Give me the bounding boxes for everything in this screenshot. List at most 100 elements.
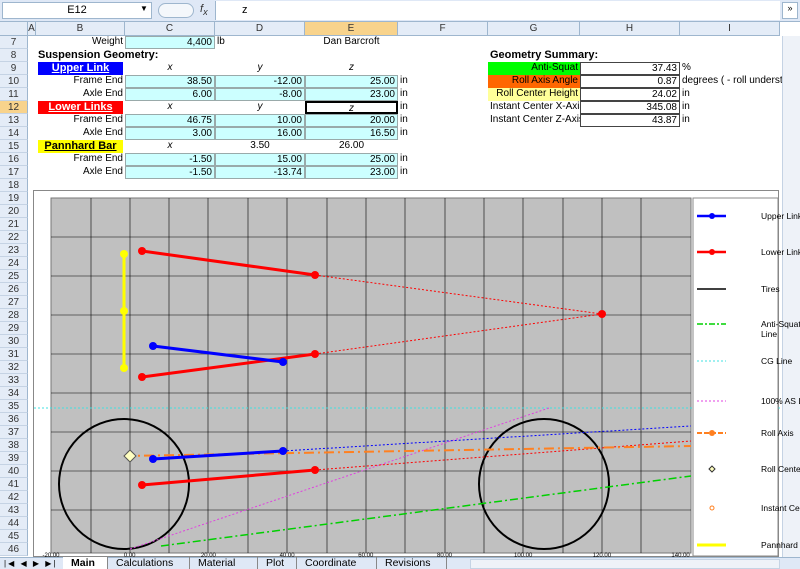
tab-nav[interactable]: |◀ ◀ ▶ ▶|: [4, 559, 58, 568]
cell[interactable]: degrees ( - roll underst: [682, 75, 783, 86]
row-header[interactable]: 21: [0, 218, 28, 231]
cell[interactable]: Frame End: [73, 75, 123, 86]
row-header[interactable]: 22: [0, 231, 28, 244]
legend-entry[interactable]: Lower Links: [761, 247, 800, 257]
cell[interactable]: lb: [217, 36, 225, 47]
cell[interactable]: 0.87: [580, 75, 680, 88]
row-header[interactable]: 42: [0, 491, 28, 504]
cell[interactable]: 38.50: [125, 75, 215, 88]
row-header[interactable]: 40: [0, 465, 28, 478]
cell[interactable]: Axle End: [82, 127, 123, 138]
dropdown-arrow[interactable]: ▼: [140, 4, 148, 13]
cell[interactable]: Frame End: [73, 153, 123, 164]
row-header[interactable]: 34: [0, 387, 28, 400]
cell[interactable]: Weight: [92, 36, 123, 47]
cell[interactable]: Axle End: [82, 166, 123, 177]
cell[interactable]: Roll Axis Angle: [488, 75, 580, 88]
formula-controls[interactable]: [158, 3, 194, 18]
cell[interactable]: %: [682, 62, 691, 73]
row-header[interactable]: 33: [0, 374, 28, 387]
column-header[interactable]: B: [36, 22, 125, 36]
sheet-tab[interactable]: Calculations: [108, 557, 190, 569]
cell[interactable]: Anti-Squat: [488, 62, 580, 75]
cell[interactable]: 24.02: [580, 88, 680, 101]
cell[interactable]: Frame End: [73, 114, 123, 125]
row-header[interactable]: 41: [0, 478, 28, 491]
column-header[interactable]: C: [125, 22, 215, 36]
cell[interactable]: in: [400, 166, 408, 177]
row-header[interactable]: 39: [0, 452, 28, 465]
row-header[interactable]: 31: [0, 348, 28, 361]
row-header[interactable]: 30: [0, 335, 28, 348]
sheet-tab[interactable]: Main: [63, 557, 108, 569]
formula-input[interactable]: z: [215, 1, 780, 20]
column-header[interactable]: A: [28, 22, 36, 36]
cell[interactable]: Geometry Summary:: [490, 49, 599, 61]
row-header[interactable]: 27: [0, 296, 28, 309]
cell[interactable]: in: [400, 101, 408, 112]
row-header[interactable]: 32: [0, 361, 28, 374]
expand-button[interactable]: »: [782, 2, 798, 19]
row-header[interactable]: 16: [0, 153, 28, 166]
row-header[interactable]: 45: [0, 530, 28, 543]
name-box[interactable]: E12: [2, 2, 152, 19]
cell[interactable]: x: [167, 101, 173, 112]
cell[interactable]: 4,400: [125, 36, 215, 49]
row-header[interactable]: 23: [0, 244, 28, 257]
row-header[interactable]: 19: [0, 192, 28, 205]
cell[interactable]: -13.74: [215, 166, 305, 179]
column-header[interactable]: F: [398, 22, 488, 36]
cell[interactable]: Suspension Geometry:: [38, 49, 159, 61]
row-header[interactable]: 35: [0, 400, 28, 413]
cell[interactable]: 26.00: [338, 140, 365, 151]
cell[interactable]: -8.00: [215, 88, 305, 101]
cell[interactable]: 37.43: [580, 62, 680, 75]
fx-button[interactable]: fx: [200, 3, 208, 18]
row-header[interactable]: 43: [0, 504, 28, 517]
cell[interactable]: -12.00: [215, 75, 305, 88]
legend-entry[interactable]: 100% AS Line: [761, 396, 800, 406]
row-header[interactable]: 11: [0, 88, 28, 101]
sheet-tab[interactable]: Material: [190, 557, 258, 569]
horizontal-scrollbar[interactable]: [470, 559, 780, 569]
cell[interactable]: Dan Barcroft: [323, 36, 380, 47]
sheet-tab[interactable]: Coordinate: [297, 557, 377, 569]
legend-entry[interactable]: CG Line: [761, 356, 793, 366]
cell[interactable]: in: [400, 127, 408, 138]
cell[interactable]: x: [167, 62, 173, 73]
sheet-tab[interactable]: Plot: [258, 557, 297, 569]
legend-entry[interactable]: Pannhard Bar: [761, 540, 800, 550]
cell[interactable]: y: [257, 62, 263, 73]
cell[interactable]: in: [400, 114, 408, 125]
cell[interactable]: Upper Link: [38, 62, 123, 75]
legend-entry[interactable]: Tires: [761, 284, 780, 294]
cell[interactable]: 46.75: [125, 114, 215, 127]
row-header[interactable]: 12: [0, 101, 28, 114]
cell[interactable]: Pannhard Bar: [38, 140, 123, 153]
row-header[interactable]: 44: [0, 517, 28, 530]
cell[interactable]: -1.50: [125, 166, 215, 179]
row-header[interactable]: 8: [0, 49, 28, 62]
cell[interactable]: 23.00: [305, 166, 398, 179]
cell[interactable]: in: [400, 88, 408, 99]
row-header[interactable]: 28: [0, 309, 28, 322]
cell[interactable]: in: [400, 153, 408, 164]
cell[interactable]: 25.00: [305, 153, 398, 166]
cell[interactable]: z: [349, 62, 354, 73]
column-header[interactable]: E: [305, 22, 398, 36]
row-header[interactable]: 38: [0, 439, 28, 452]
vertical-scrollbar[interactable]: [782, 36, 800, 557]
cell[interactable]: 15.00: [215, 153, 305, 166]
cell[interactable]: 43.87: [580, 114, 680, 127]
legend-entry[interactable]: Roll Center: [761, 464, 800, 474]
cell[interactable]: -1.50: [125, 153, 215, 166]
cell[interactable]: 3.00: [125, 127, 215, 140]
row-header[interactable]: 15: [0, 140, 28, 153]
cell[interactable]: Roll Center Height: [488, 88, 580, 101]
cell[interactable]: 20.00: [305, 114, 398, 127]
select-all[interactable]: [0, 22, 28, 36]
row-header[interactable]: 13: [0, 114, 28, 127]
row-header[interactable]: 46: [0, 543, 28, 556]
row-header[interactable]: 24: [0, 257, 28, 270]
cell[interactable]: in: [682, 88, 690, 99]
